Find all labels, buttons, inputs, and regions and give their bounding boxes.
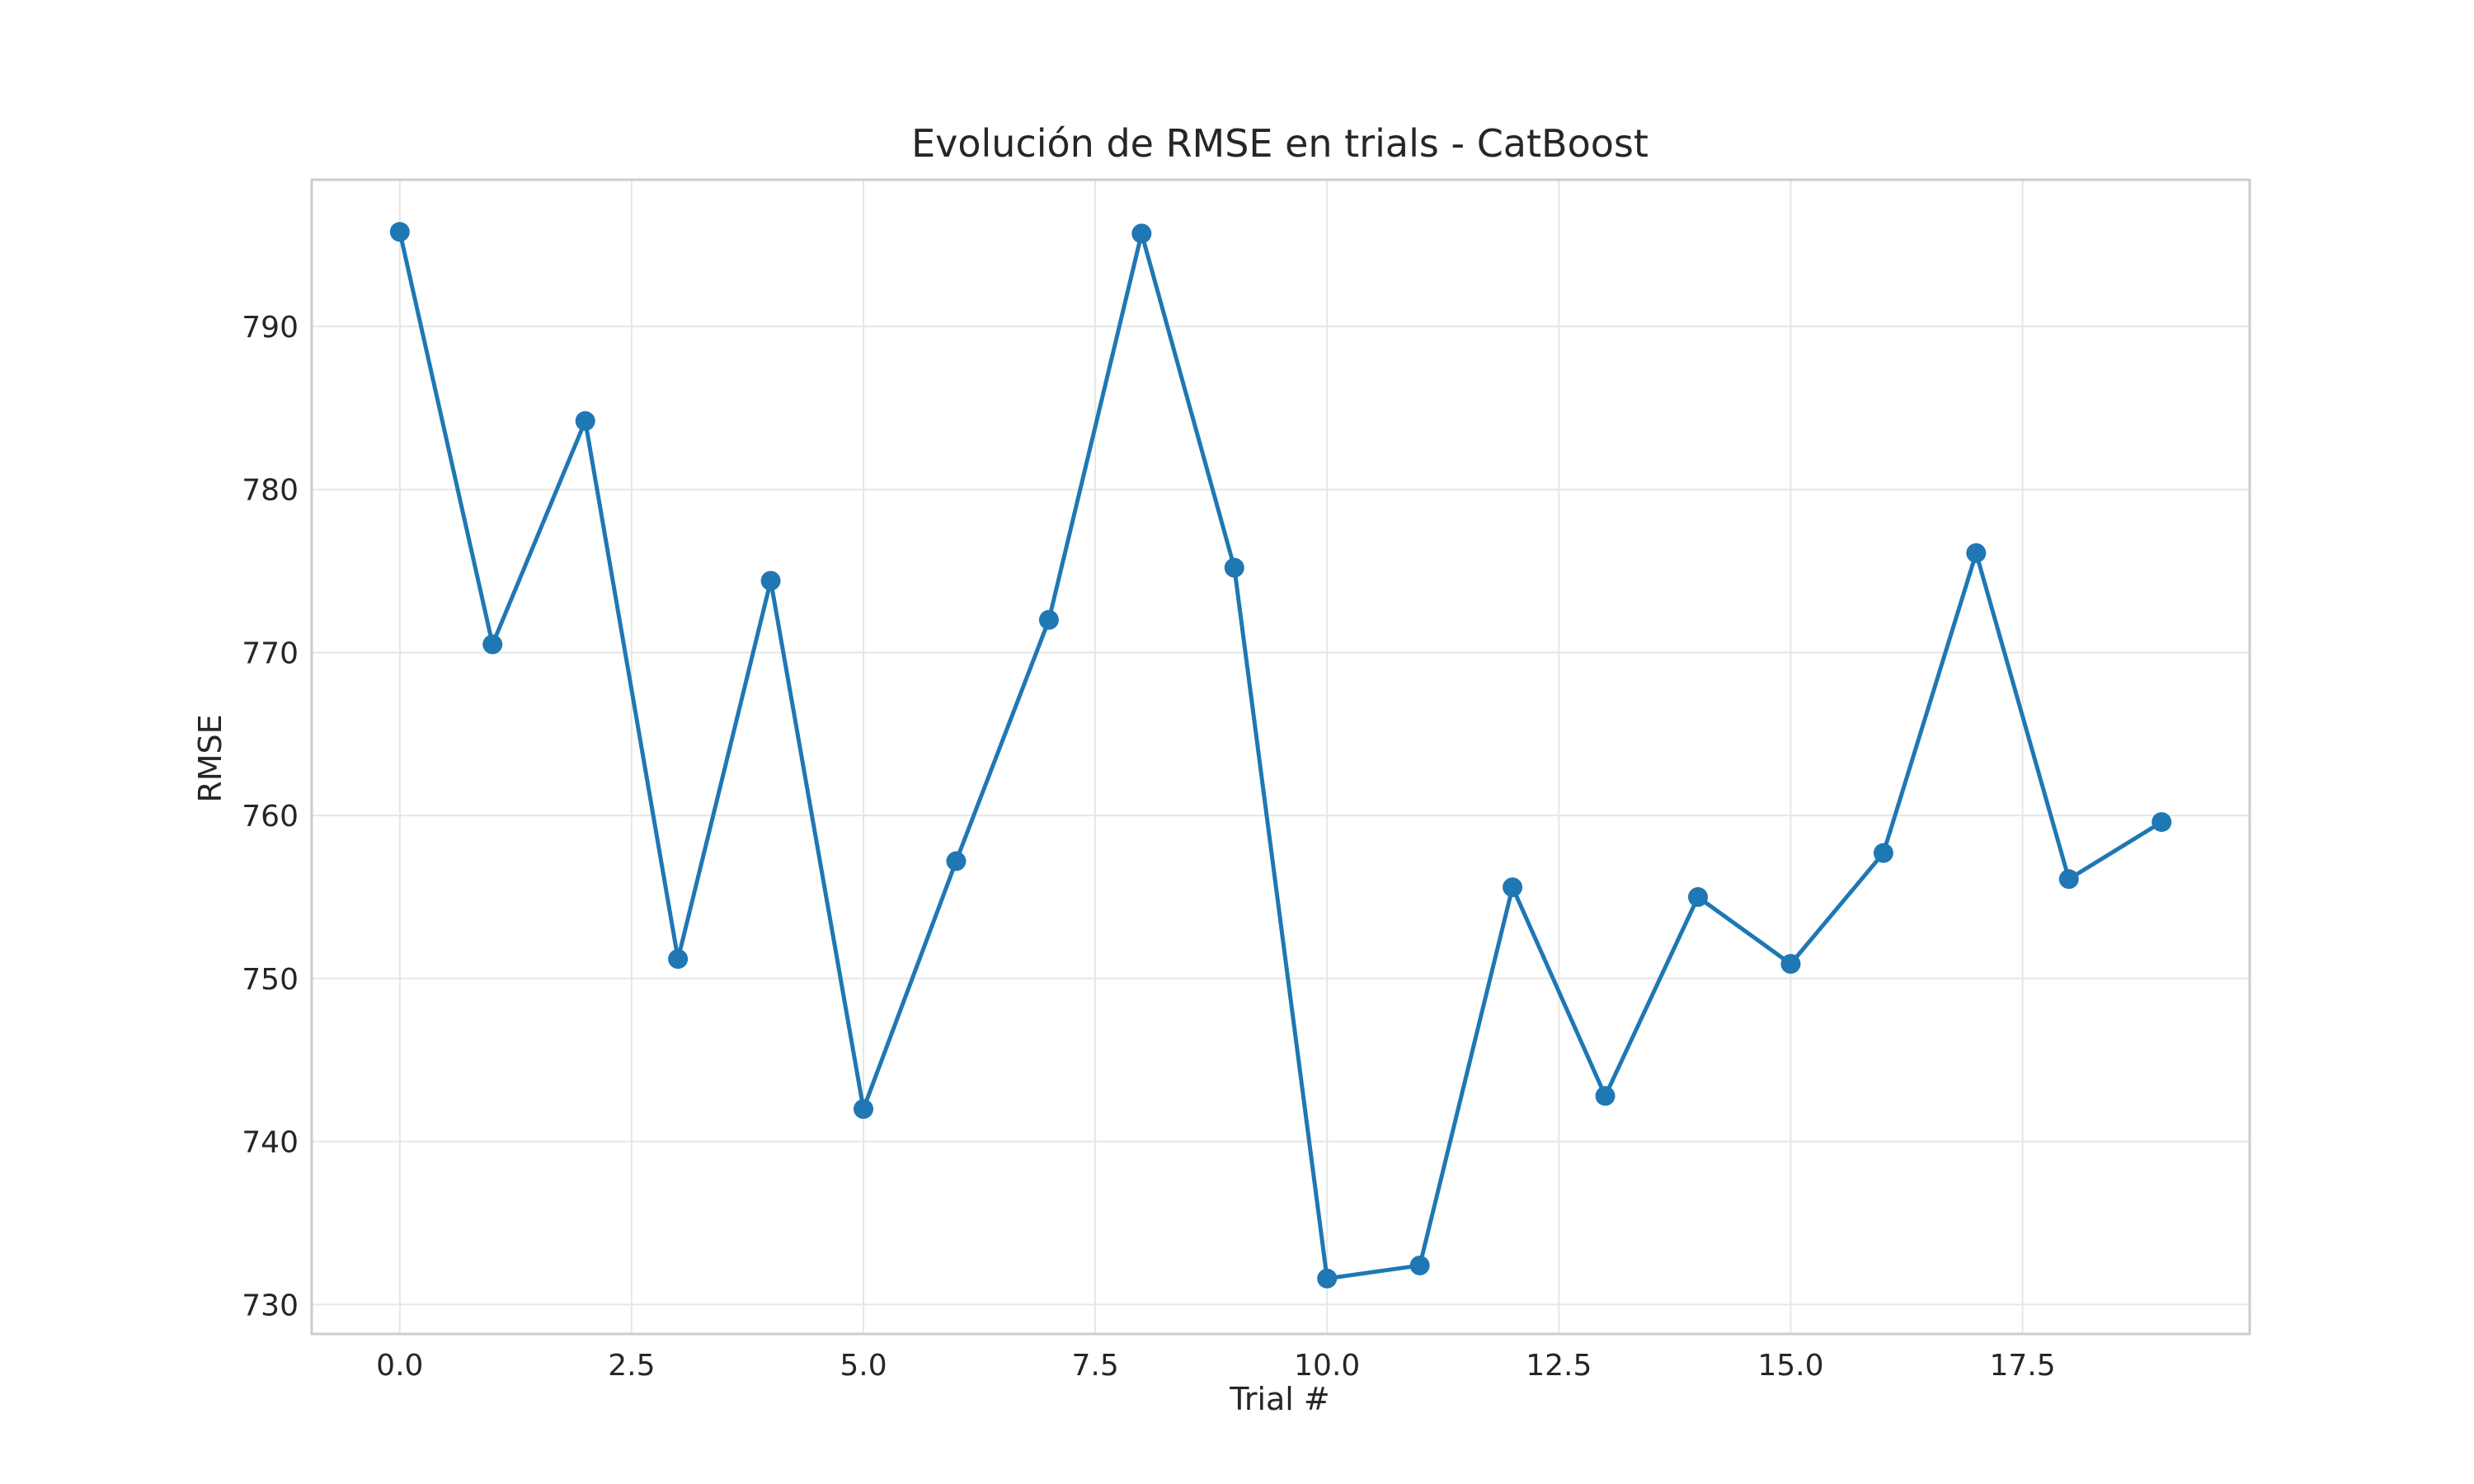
data-point: [1780, 954, 1801, 974]
data-point: [2152, 812, 2172, 833]
y-axis-label: RMSE: [192, 714, 228, 802]
data-point: [854, 1099, 874, 1120]
data-point: [1131, 223, 1152, 244]
data-point: [1409, 1255, 1430, 1275]
x-tick-label: 12.5: [1526, 1349, 1592, 1383]
data-point: [1503, 877, 1523, 898]
x-tick-label: 0.0: [376, 1349, 423, 1383]
data-point: [1317, 1268, 1338, 1289]
x-tick-label: 17.5: [1989, 1349, 2055, 1383]
grid-lines: [312, 180, 2250, 1334]
y-tick-label: 740: [242, 1126, 299, 1160]
y-tick-label: 760: [242, 800, 299, 834]
data-point: [1038, 609, 1059, 630]
data-point: [389, 222, 410, 242]
x-axis-label: Trial #: [1229, 1381, 1330, 1417]
data-point: [1873, 843, 1893, 863]
data-point: [1595, 1086, 1616, 1106]
y-tick-label: 770: [242, 636, 299, 670]
x-tick-label: 10.0: [1294, 1349, 1360, 1383]
y-tick-label: 790: [242, 311, 299, 345]
x-tick-label: 15.0: [1757, 1349, 1823, 1383]
tick-labels: 0.0 2.5 5.0 7.5 10.0 12.5 15.0 17.5 730 740 750 760…: [242, 311, 2055, 1383]
data-point: [2058, 869, 2079, 890]
x-tick-label: 5.0: [840, 1349, 887, 1383]
plot-frame: [310, 178, 2251, 1336]
series-line: [397, 229, 2164, 1281]
chart-title: Evolución de RMSE en trials - CatBoost: [911, 121, 1649, 166]
data-point: [760, 571, 781, 591]
data-point: [1687, 887, 1708, 908]
y-tick-label: 730: [242, 1289, 299, 1322]
data-point: [575, 411, 595, 431]
data-point: [946, 851, 967, 871]
y-tick-label: 780: [242, 474, 299, 508]
x-tick-label: 7.5: [1071, 1349, 1118, 1383]
data-point: [1224, 557, 1244, 578]
data-point: [1966, 542, 1987, 563]
data-point: [482, 634, 503, 655]
series-layer: [389, 222, 2172, 1289]
x-tick-label: 2.5: [608, 1349, 655, 1383]
y-tick-label: 750: [242, 963, 299, 997]
data-point: [668, 949, 689, 970]
